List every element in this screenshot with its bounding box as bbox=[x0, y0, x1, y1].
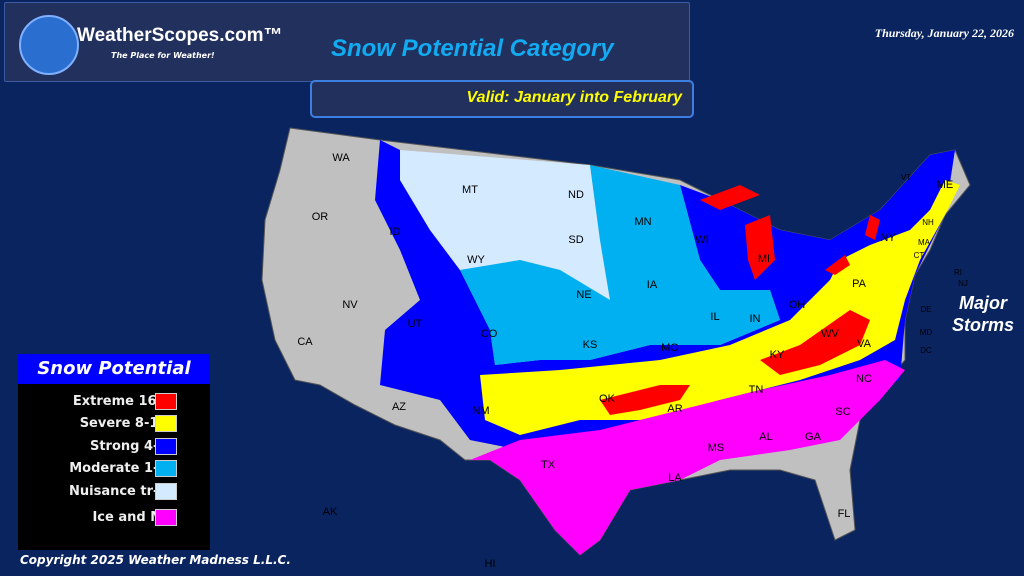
state-label-de: DE bbox=[920, 305, 931, 314]
state-label-ma: MA bbox=[918, 238, 931, 247]
state-label-nh: NH bbox=[922, 218, 934, 227]
legend-label: Nuisance tr-1” bbox=[68, 483, 176, 499]
state-label-or: OR bbox=[312, 211, 329, 223]
legend-label: Extreme 16”+ bbox=[72, 393, 176, 409]
nuisance-region bbox=[400, 150, 610, 300]
state-label-ut: UT bbox=[408, 318, 423, 330]
legend-swatch bbox=[155, 460, 177, 478]
moderate-region bbox=[460, 165, 780, 365]
state-label-il: IL bbox=[710, 311, 719, 323]
legend-label: Moderate 1-4” bbox=[69, 461, 176, 477]
brand-name: WeatherScopes.com™ bbox=[77, 25, 283, 46]
state-label-ak: AK bbox=[323, 506, 338, 518]
state-label-dc: DC bbox=[920, 346, 932, 355]
state-label-mn: MN bbox=[634, 216, 651, 228]
state-label-nm: NM bbox=[472, 405, 489, 417]
state-label-ok: OK bbox=[599, 393, 616, 405]
state-label-mo: MO bbox=[661, 342, 679, 354]
header-panel: WeatherScopes.com™ The Place for Weather… bbox=[4, 2, 690, 82]
state-label-wi: WI bbox=[695, 234, 708, 246]
state-label-hi: HI bbox=[485, 558, 496, 570]
state-label-az: AZ bbox=[392, 401, 406, 413]
state-label-wy: WY bbox=[467, 254, 485, 266]
state-label-fl: FL bbox=[838, 508, 851, 520]
state-label-ms: MS bbox=[708, 442, 725, 454]
state-label-va: VA bbox=[857, 338, 872, 350]
ice-mix-region bbox=[470, 360, 905, 555]
map-title: Snow Potential Category bbox=[331, 35, 614, 62]
state-label-mt: MT bbox=[462, 184, 478, 196]
legend: Snow Potential Extreme 16”+ Severe 8-16” S… bbox=[18, 354, 210, 550]
severe-region bbox=[480, 180, 960, 435]
state-label-me: ME bbox=[937, 179, 954, 191]
state-label-ia: IA bbox=[647, 279, 658, 291]
valid-period: Valid: January into February bbox=[466, 89, 682, 106]
state-label-ny: NY bbox=[880, 232, 896, 244]
state-label-ks: KS bbox=[583, 339, 598, 351]
state-label-mi: MI bbox=[758, 253, 770, 265]
legend-item: Moderate 1-4” bbox=[18, 458, 210, 481]
state-label-nj: NJ bbox=[958, 279, 968, 288]
state-label-co: CO bbox=[481, 328, 498, 340]
state-label-ri: RI bbox=[954, 268, 962, 277]
state-label-ct: CT bbox=[914, 251, 925, 260]
state-label-wa: WA bbox=[332, 152, 350, 164]
legend-item: Nuisance tr-1” bbox=[18, 480, 210, 503]
valid-period-box: Valid: January into February bbox=[310, 80, 694, 118]
state-label-sc: SC bbox=[835, 406, 850, 418]
state-label-sd: SD bbox=[568, 234, 583, 246]
state-label-la: LA bbox=[668, 472, 682, 484]
legend-swatch bbox=[155, 482, 177, 500]
state-label-nd: ND bbox=[568, 189, 584, 201]
state-label-md: MD bbox=[920, 328, 933, 337]
state-label-ca: CA bbox=[297, 336, 313, 348]
tagline: The Place for Weather! bbox=[111, 51, 215, 60]
globe-logo-icon bbox=[19, 15, 79, 75]
extreme-regions bbox=[600, 185, 880, 415]
state-label-in: IN bbox=[750, 313, 761, 325]
state-label-al: AL bbox=[759, 431, 772, 443]
state-label-ky: KY bbox=[770, 349, 785, 361]
state-labels: WA OR CA NV ID MT WY UT CO AZ NM ND SD NE KS OK TX MN IA MO… bbox=[297, 152, 968, 570]
legend-item: Extreme 16”+ bbox=[18, 390, 210, 413]
state-label-id: ID bbox=[390, 226, 401, 238]
legend-label: Strong 4-8” bbox=[89, 438, 176, 454]
state-label-tn: TN bbox=[749, 384, 764, 396]
legend-label: Severe 8-16” bbox=[79, 416, 176, 432]
state-label-ga: GA bbox=[805, 431, 822, 443]
state-label-ar: AR bbox=[667, 403, 682, 415]
legend-swatch bbox=[155, 509, 177, 527]
state-label-vt: VT bbox=[901, 173, 911, 182]
state-label-wv: WV bbox=[821, 328, 839, 340]
state-label-nc: NC bbox=[856, 373, 872, 385]
legend-item: Strong 4-8” bbox=[18, 435, 210, 458]
major-storms-annotation: Major Storms bbox=[951, 293, 1014, 335]
legend-swatch bbox=[155, 437, 177, 455]
copyright: Copyright 2025 Weather Madness L.L.C. bbox=[20, 553, 291, 567]
date: Thursday, January 22, 2026 bbox=[874, 26, 1014, 40]
legend-title: Snow Potential bbox=[18, 354, 210, 384]
state-label-pa: PA bbox=[852, 278, 867, 290]
legend-item: Severe 8-16” bbox=[18, 413, 210, 436]
state-label-ne: NE bbox=[576, 289, 591, 301]
state-label-oh: OH bbox=[789, 299, 806, 311]
legend-swatch bbox=[155, 392, 177, 410]
state-label-nv: NV bbox=[342, 299, 358, 311]
state-label-tx: TX bbox=[541, 459, 556, 471]
legend-swatch bbox=[155, 415, 177, 433]
legend-item: Ice and Mix bbox=[18, 507, 210, 530]
